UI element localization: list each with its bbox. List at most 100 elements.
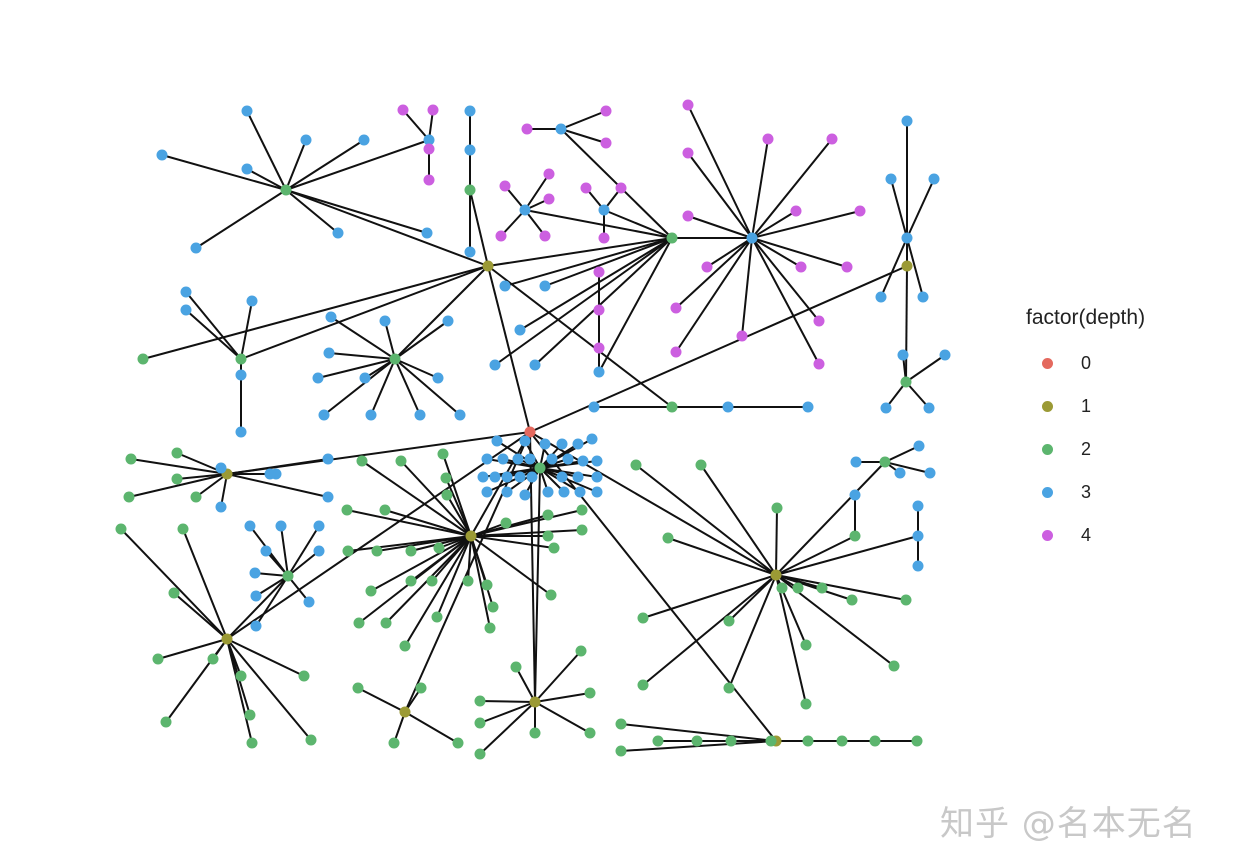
node-depth-2 bbox=[246, 737, 258, 749]
node-depth-3 bbox=[489, 359, 501, 371]
node-depth-2 bbox=[575, 645, 587, 657]
node-depth-4 bbox=[543, 193, 555, 205]
legend-key-1 bbox=[1042, 401, 1053, 412]
node-depth-3 bbox=[180, 304, 192, 316]
node-depth-2 bbox=[584, 687, 596, 699]
node-depth-3 bbox=[312, 372, 324, 384]
node-depth-2 bbox=[695, 459, 707, 471]
node-depth-4 bbox=[499, 180, 511, 192]
edge bbox=[182, 528, 228, 640]
node-depth-1 bbox=[901, 260, 913, 272]
node-depth-3 bbox=[414, 409, 426, 421]
node-depth-3 bbox=[477, 471, 489, 483]
edge bbox=[706, 237, 753, 268]
edge bbox=[384, 320, 396, 360]
node-depth-3 bbox=[912, 530, 924, 542]
node-depth-3 bbox=[303, 596, 315, 608]
node-depth-3 bbox=[913, 440, 925, 452]
node-depth-4 bbox=[826, 133, 838, 145]
edge bbox=[515, 666, 536, 703]
node-depth-2 bbox=[235, 670, 247, 682]
node-depth-2 bbox=[534, 462, 546, 474]
node-depth-4 bbox=[580, 182, 592, 194]
node-depth-3 bbox=[802, 401, 814, 413]
edge bbox=[226, 473, 329, 498]
edge bbox=[620, 723, 777, 742]
legend-label: 4 bbox=[1081, 525, 1092, 545]
edge bbox=[185, 309, 242, 360]
edge bbox=[544, 237, 673, 287]
edge bbox=[285, 189, 489, 267]
node-depth-3 bbox=[499, 280, 511, 292]
node-depth-2 bbox=[800, 698, 812, 710]
edge bbox=[487, 265, 531, 433]
node-depth-2 bbox=[911, 735, 923, 747]
node-depth-3 bbox=[526, 471, 538, 483]
node-depth-4 bbox=[813, 315, 825, 327]
edge bbox=[560, 128, 607, 144]
edge bbox=[667, 537, 777, 576]
edge bbox=[890, 178, 908, 239]
node-depth-3 bbox=[885, 173, 897, 185]
node-depth-2 bbox=[630, 459, 642, 471]
edge bbox=[185, 291, 242, 360]
node-depth-2 bbox=[691, 735, 703, 747]
node-depth-4 bbox=[423, 143, 435, 155]
edge bbox=[404, 711, 459, 744]
edge bbox=[687, 104, 753, 239]
node-depth-3 bbox=[593, 366, 605, 378]
node-depth-1 bbox=[482, 260, 494, 272]
edge bbox=[404, 535, 472, 647]
node-depth-3 bbox=[379, 315, 391, 327]
node-depth-4 bbox=[682, 99, 694, 111]
edge bbox=[226, 638, 312, 741]
node-depth-3 bbox=[454, 409, 466, 421]
node-depth-3 bbox=[501, 471, 513, 483]
node-depth-3 bbox=[556, 471, 568, 483]
node-depth-3 bbox=[249, 567, 261, 579]
node-depth-2 bbox=[137, 353, 149, 365]
edge bbox=[560, 110, 607, 130]
node-depth-4 bbox=[593, 304, 605, 316]
edge bbox=[394, 358, 439, 379]
node-depth-3 bbox=[894, 467, 906, 479]
node-depth-4 bbox=[813, 358, 825, 370]
node-depth-2 bbox=[792, 582, 804, 594]
edge bbox=[905, 265, 908, 383]
edge bbox=[479, 700, 536, 703]
edge bbox=[534, 701, 591, 734]
edge bbox=[470, 535, 491, 629]
node-depth-3 bbox=[432, 372, 444, 384]
edge bbox=[539, 467, 598, 493]
edge bbox=[470, 529, 583, 537]
node-depth-3 bbox=[250, 620, 262, 632]
edge bbox=[240, 300, 253, 360]
node-depth-3 bbox=[442, 315, 454, 327]
legend-label: 3 bbox=[1081, 482, 1092, 502]
node-depth-3 bbox=[318, 409, 330, 421]
node-depth-2 bbox=[545, 589, 557, 601]
edge bbox=[402, 109, 430, 141]
edge bbox=[741, 237, 753, 337]
node-depth-2 bbox=[576, 504, 588, 516]
edge bbox=[751, 237, 802, 268]
edge bbox=[751, 210, 797, 239]
edge bbox=[534, 650, 582, 703]
edge bbox=[394, 265, 489, 360]
node-depth-3 bbox=[215, 462, 227, 474]
edge bbox=[560, 128, 673, 239]
node-depth-2 bbox=[652, 735, 664, 747]
node-depth-2 bbox=[474, 695, 486, 707]
node-depth-2 bbox=[431, 611, 443, 623]
node-depth-2 bbox=[849, 530, 861, 542]
edge bbox=[445, 477, 472, 537]
edge bbox=[317, 358, 396, 379]
node-depth-2 bbox=[341, 504, 353, 516]
node-depth-3 bbox=[215, 501, 227, 513]
node-depth-4 bbox=[598, 232, 610, 244]
edge bbox=[287, 575, 310, 603]
node-depth-4 bbox=[593, 342, 605, 354]
edge bbox=[240, 265, 489, 360]
node-depth-2 bbox=[529, 727, 541, 739]
edge bbox=[675, 237, 753, 353]
